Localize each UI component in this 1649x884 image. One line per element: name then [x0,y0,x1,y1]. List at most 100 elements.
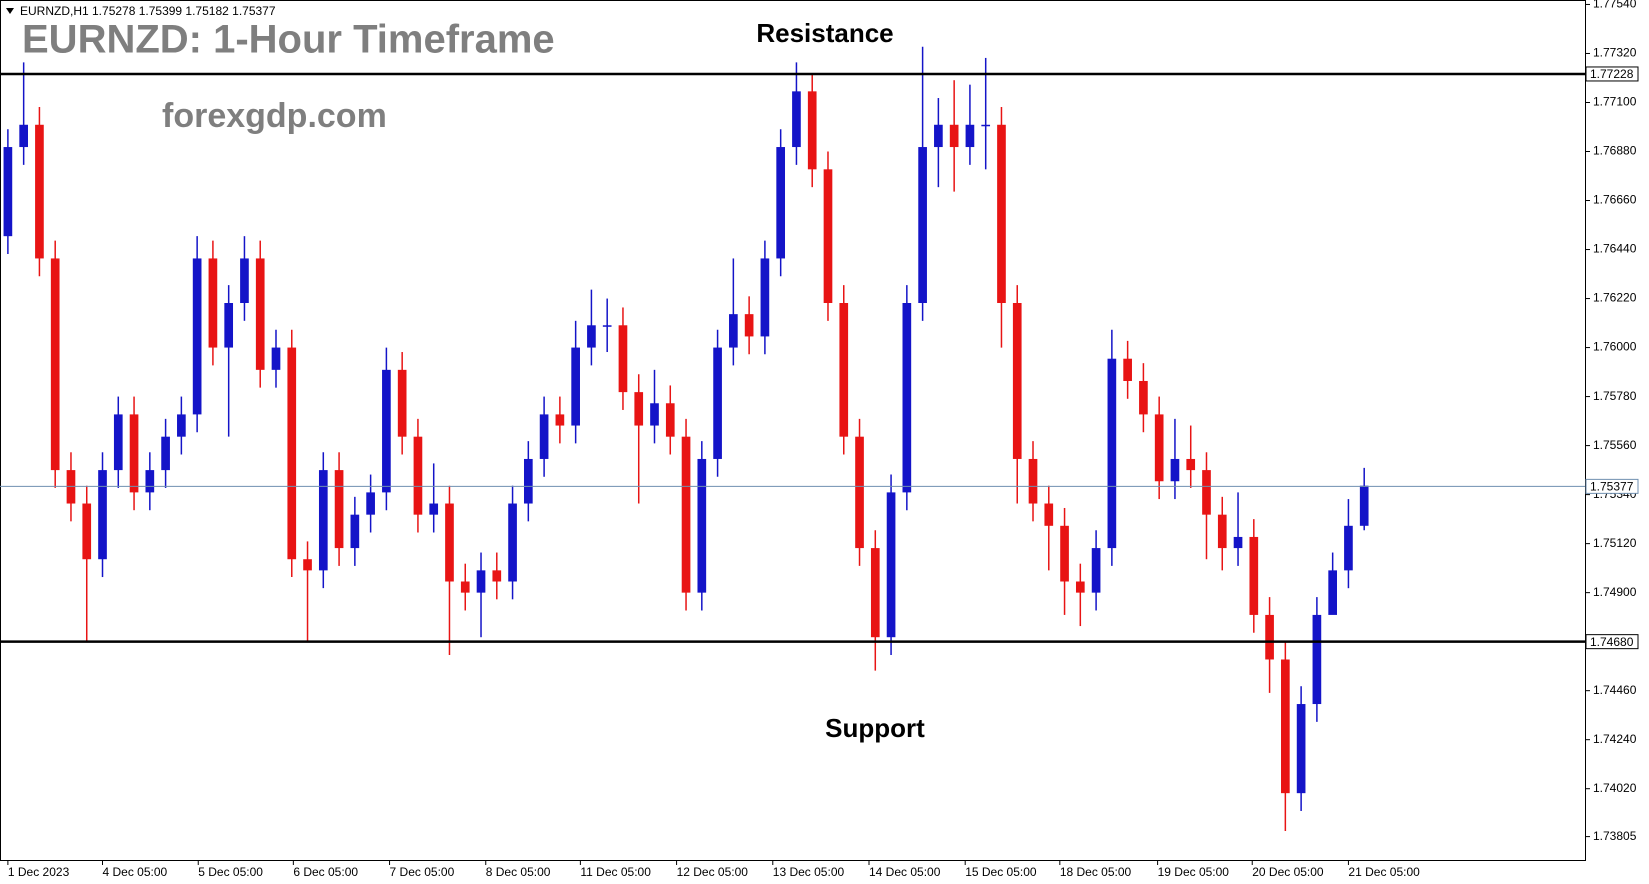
candle-body [1012,303,1022,459]
candle-body [981,124,991,127]
x-tick-label: 12 Dec 05:00 [677,865,749,879]
candle-body [697,458,707,593]
candle-body [50,258,60,471]
candle-body [539,414,549,459]
candle-body [177,414,186,437]
candle-body [255,258,265,370]
candle-body [902,303,912,493]
candle-body [602,325,612,327]
candle-body [1344,525,1353,571]
y-tick-label: 1.77100 [1593,95,1637,109]
candle-body [492,570,502,582]
candle-body [287,347,297,560]
candle-body [934,124,943,148]
candle-body [3,147,13,237]
plot-frame [0,0,1586,861]
candle-body [1281,659,1290,794]
candle-body [508,503,517,582]
y-tick-label: 1.75560 [1593,438,1637,452]
candle-body [1060,525,1069,582]
candle-body [965,124,975,148]
y-tick-label: 1.77540 [1593,0,1637,11]
candle-body [1202,470,1211,515]
x-tick-label: 1 Dec 2023 [8,865,70,879]
candle-body [650,403,659,426]
candle-body [303,559,312,571]
candle-body [1139,380,1148,415]
candle-body [855,436,864,549]
candle-body [744,314,754,337]
y-tick-label: 1.75780 [1593,389,1637,403]
candle-body [776,147,786,259]
candle-body [429,503,439,515]
y-tick-label: 1.76440 [1593,242,1637,256]
y-tick-label: 1.76220 [1593,291,1637,305]
menu-arrow [6,8,14,14]
candle-body [571,347,580,426]
candle-body [792,91,801,148]
candle-body [618,325,628,393]
candle-body [681,436,691,593]
y-tick-label: 1.76000 [1593,340,1637,354]
candle-body [886,492,896,638]
y-tick-label: 1.74240 [1593,732,1637,746]
candle-body [98,470,107,560]
candle-body [19,124,28,148]
x-tick-label: 14 Dec 05:00 [869,865,941,879]
candle-body [240,258,249,304]
level-label-box [1585,478,1639,494]
candle-body [823,169,833,304]
candle-body [224,303,234,348]
candle-body [397,369,407,437]
x-tick-label: 20 Dec 05:00 [1252,865,1324,879]
candle-body [1170,458,1180,482]
level-label: 1.77228 [1590,67,1634,81]
candle-body [555,414,565,426]
y-tick-label: 1.76660 [1593,193,1637,207]
candle-body [1296,704,1306,794]
x-tick-label: 8 Dec 05:00 [486,865,551,879]
candle-body [760,258,770,337]
y-tick-label: 1.73805 [1593,829,1637,843]
candle-body [35,124,44,259]
candle-body [1265,614,1274,660]
candle-body [523,458,533,504]
chart-title: EURNZD: 1-Hour Timeframe [22,18,555,62]
y-tick-label: 1.77320 [1593,46,1637,60]
x-tick-label: 13 Dec 05:00 [773,865,845,879]
candle-body [445,503,454,582]
candle-body [1249,536,1259,615]
level-label-box [1585,66,1639,82]
y-tick-label: 1.74900 [1593,585,1637,599]
candle-body [192,258,202,415]
level-label-box [1585,634,1639,650]
candle-body [1075,581,1085,593]
candle-body [587,325,596,348]
candle-body [382,369,391,493]
watermark: forexgdp.com [162,97,387,135]
x-tick-label: 19 Dec 05:00 [1158,865,1230,879]
candle-body [413,436,423,515]
candle-body [634,392,644,426]
candle-body [460,581,470,593]
chart-header: EURNZD,H1 1.75278 1.75399 1.75182 1.7537… [20,4,276,18]
candle-body [1359,485,1369,526]
y-tick-label: 1.74460 [1593,683,1637,697]
y-tick-label: 1.76880 [1593,144,1637,158]
candle-body [1091,548,1101,593]
x-tick-label: 4 Dec 05:00 [103,865,168,879]
level-label: 1.75377 [1590,480,1634,494]
y-tick-label: 1.75120 [1593,536,1637,550]
candle-body [1328,570,1337,615]
x-tick-label: 21 Dec 05:00 [1348,865,1420,879]
candle-body [1107,358,1117,549]
candle-body [318,470,328,571]
candle-body [366,492,375,515]
candle-body [350,514,360,549]
candle-body [918,147,927,304]
candle-body [713,347,722,459]
candle-body [334,470,344,549]
candle-body [129,414,139,493]
candle-body [729,314,738,348]
